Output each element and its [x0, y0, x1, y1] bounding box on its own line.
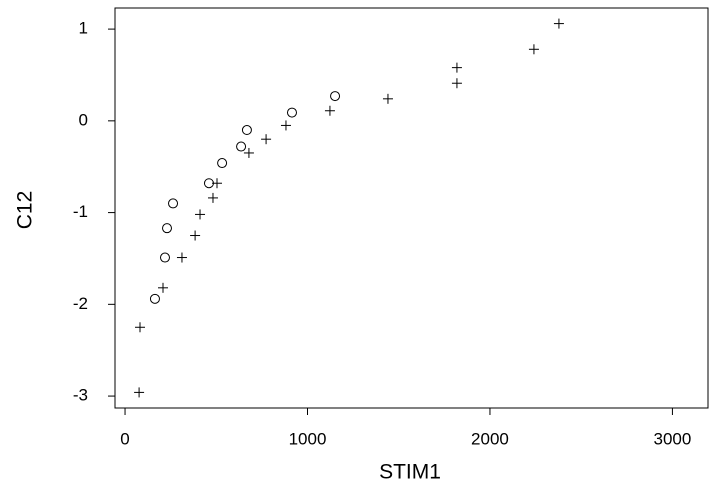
x-tick-label: 0	[120, 429, 129, 448]
point	[190, 230, 201, 241]
x-tick-label: 3000	[654, 429, 692, 448]
point	[451, 78, 462, 89]
point	[159, 252, 170, 263]
point	[286, 107, 297, 118]
point	[451, 62, 462, 73]
point	[168, 198, 179, 209]
circle	[241, 125, 252, 136]
point	[241, 125, 252, 136]
point	[134, 322, 145, 333]
circle	[330, 91, 341, 102]
y-tick-label: -3	[73, 386, 88, 405]
circle	[286, 107, 297, 118]
point	[280, 120, 291, 131]
point	[157, 282, 168, 293]
point	[324, 105, 335, 116]
x-axis-title: STIM1	[379, 461, 441, 484]
x-tick-label: 1000	[289, 429, 327, 448]
point	[217, 158, 228, 169]
circle	[168, 198, 179, 209]
circle	[162, 223, 173, 234]
point	[243, 147, 254, 158]
point	[195, 209, 206, 220]
y-tick-label: -2	[73, 294, 88, 313]
point	[236, 141, 247, 152]
y-tick-label: -1	[73, 202, 88, 221]
y-axis-title: C12	[14, 191, 37, 230]
point	[528, 44, 539, 55]
circle	[203, 178, 214, 189]
circle	[159, 252, 170, 263]
point	[134, 387, 145, 398]
point	[176, 252, 187, 263]
circle	[236, 141, 247, 152]
y-tick-label: 1	[79, 19, 88, 38]
point	[261, 134, 272, 145]
x-tick-label: 2000	[471, 429, 509, 448]
point	[162, 223, 173, 234]
point	[330, 91, 341, 102]
plot-frame	[114, 7, 709, 409]
point	[553, 18, 564, 29]
point	[149, 293, 160, 304]
point	[203, 178, 214, 189]
point	[207, 192, 218, 203]
point	[382, 93, 393, 104]
y-tick-label: 0	[79, 110, 88, 129]
circle	[149, 293, 160, 304]
circle	[217, 158, 228, 169]
